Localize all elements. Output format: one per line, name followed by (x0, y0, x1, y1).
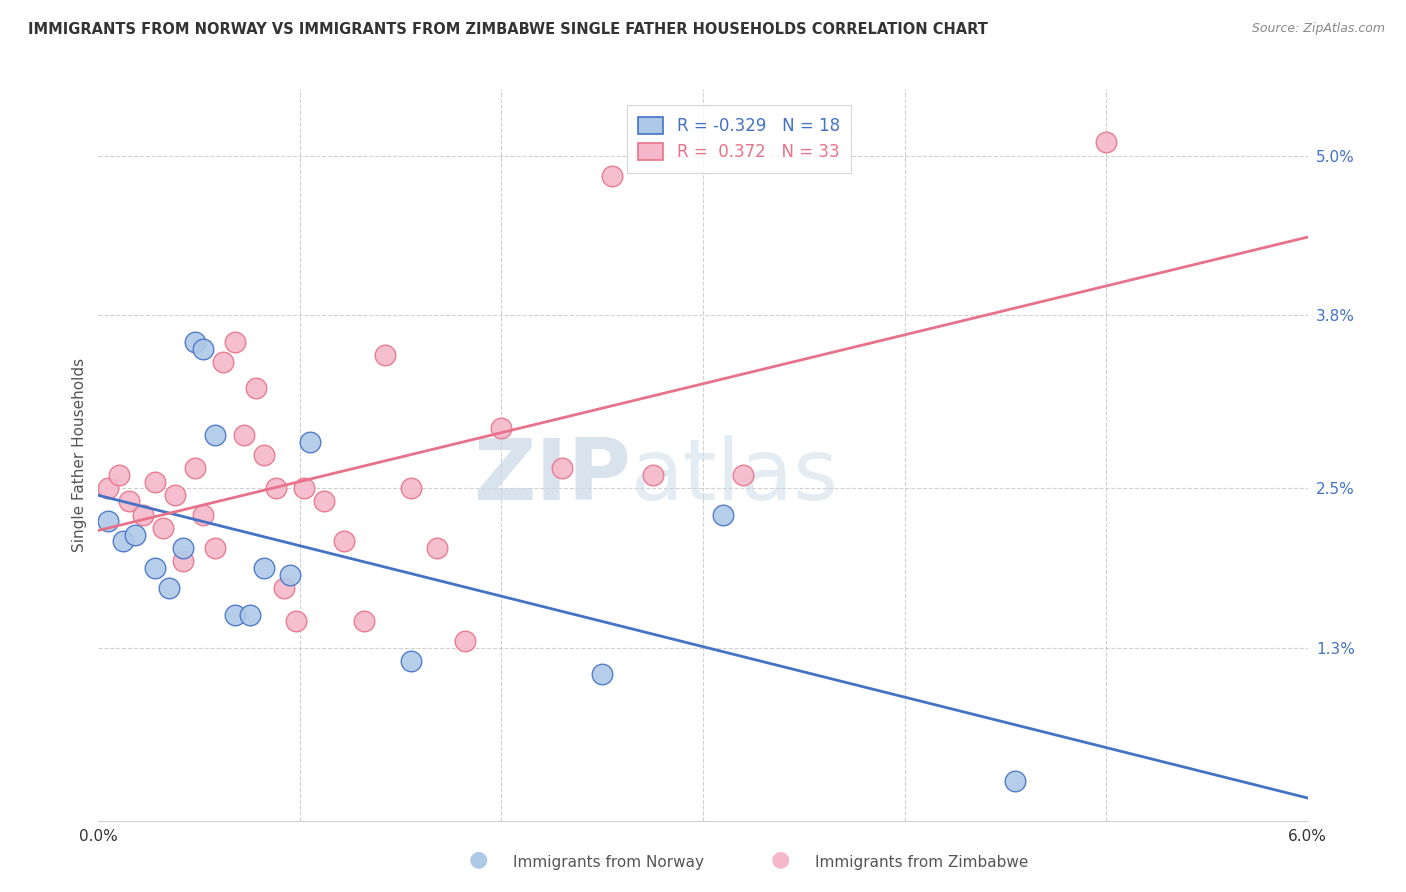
Point (172, 541, 194, 555)
Text: ●: ● (770, 850, 790, 870)
Point (245, 381, 267, 395)
Point (602, 169, 624, 183)
Point (426, 541, 449, 555)
Point (551, 461, 574, 475)
Point (399, 654, 422, 668)
Point (591, 667, 613, 681)
Point (374, 348, 396, 362)
Point (314, 494, 336, 508)
Point (733, 467, 755, 482)
Legend: R = -0.329   N = 18, R =  0.372   N = 33: R = -0.329 N = 18, R = 0.372 N = 33 (627, 105, 852, 173)
Point (273, 581, 295, 595)
Text: Immigrants from Norway: Immigrants from Norway (513, 855, 704, 870)
Point (299, 434, 322, 449)
Point (292, 481, 315, 495)
Point (193, 508, 215, 522)
Point (184, 334, 207, 349)
Point (284, 614, 307, 628)
Point (124, 527, 146, 541)
Y-axis label: Single Father Households: Single Father Households (72, 358, 87, 552)
Point (224, 607, 246, 622)
Point (163, 488, 186, 502)
Point (253, 448, 276, 462)
Point (132, 508, 155, 522)
Point (353, 614, 375, 628)
Point (152, 521, 174, 535)
Point (264, 481, 287, 495)
Point (172, 554, 194, 568)
Point (204, 428, 226, 442)
Point (491, 421, 513, 435)
Point (232, 428, 254, 442)
Point (97, 515, 120, 529)
Point (253, 561, 276, 575)
Point (111, 534, 134, 549)
Text: IMMIGRANTS FROM NORWAY VS IMMIGRANTS FROM ZIMBABWE SINGLE FATHER HOUSEHOLDS CORR: IMMIGRANTS FROM NORWAY VS IMMIGRANTS FRO… (28, 22, 988, 37)
Point (399, 481, 422, 495)
Point (333, 534, 356, 549)
Point (641, 467, 664, 482)
Text: Source: ZipAtlas.com: Source: ZipAtlas.com (1251, 22, 1385, 36)
Text: atlas: atlas (630, 435, 838, 518)
Text: ZIP: ZIP (472, 435, 630, 518)
Point (239, 607, 262, 622)
Point (193, 342, 215, 356)
Point (143, 475, 166, 489)
Point (1095, 136, 1118, 150)
Point (143, 561, 166, 575)
Point (278, 567, 301, 582)
Text: ●: ● (468, 850, 488, 870)
Point (224, 334, 246, 349)
Point (1004, 773, 1026, 788)
Point (157, 581, 180, 595)
Point (711, 508, 734, 522)
Point (118, 494, 141, 508)
Point (454, 634, 477, 648)
Text: Immigrants from Zimbabwe: Immigrants from Zimbabwe (815, 855, 1029, 870)
Point (204, 541, 226, 555)
Point (107, 467, 129, 482)
Point (212, 355, 235, 369)
Point (97, 481, 120, 495)
Point (184, 461, 207, 475)
